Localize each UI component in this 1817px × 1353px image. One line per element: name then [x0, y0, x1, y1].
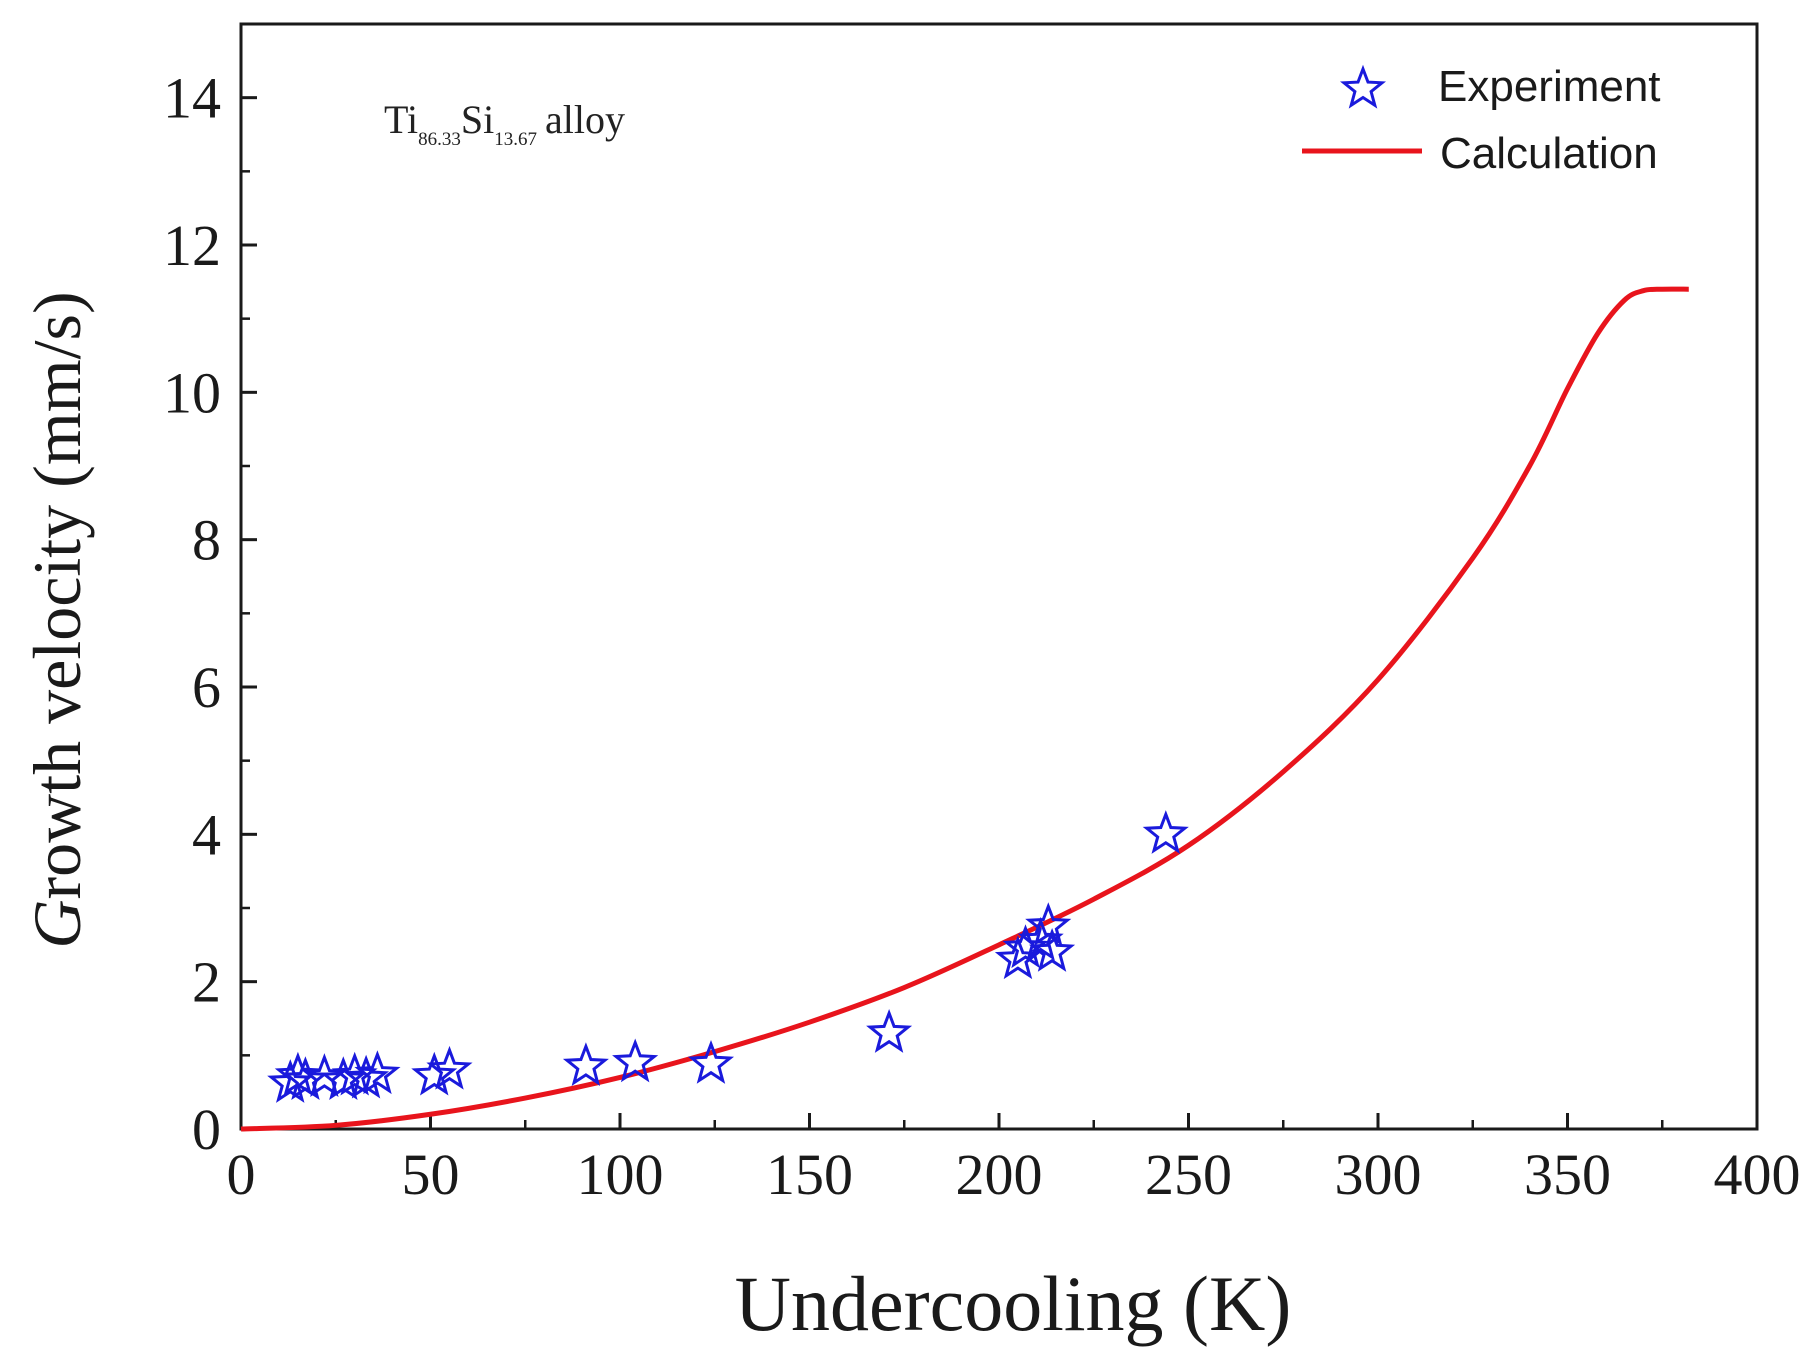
axes [239, 22, 1759, 1131]
legend-star-icon [1339, 64, 1387, 109]
x-tick-label: 400 [1714, 1142, 1801, 1207]
experiment-point [994, 935, 1042, 980]
experiment-point [1017, 916, 1064, 961]
x-tick-label: 350 [1524, 1142, 1611, 1207]
experiment-point [282, 1056, 329, 1101]
plot-frame [239, 22, 1759, 1131]
experiment-point [267, 1059, 314, 1103]
y-axis-title: Growth velocity (mm/s) [19, 291, 95, 948]
y-tick-label: 8 [192, 508, 221, 573]
y-tick-label: 2 [192, 950, 221, 1015]
legend-calculation-label: Calculation [1440, 129, 1658, 178]
legend-experiment-marker [1339, 64, 1387, 109]
experiment-point [426, 1045, 473, 1090]
experiment-point [866, 1008, 913, 1053]
x-axis-title: Undercooling (K) [735, 1260, 1292, 1347]
y-tick-label: 10 [163, 360, 221, 425]
x-tick-label: 0 [227, 1142, 256, 1207]
x-tick-label: 50 [402, 1142, 460, 1207]
y-tick-label: 12 [163, 213, 221, 278]
ticks: 0 50 100 150 200 250 300 350 400 0 2 4 6 8 10 12 14 [163, 66, 1801, 1207]
experiment-point [1142, 810, 1189, 854]
x-tick-label: 100 [577, 1142, 664, 1207]
alloy-annotation: Ti86.33Si13.67 alloy [384, 97, 625, 150]
y-tick-label: 6 [192, 655, 221, 720]
experiment-point [1025, 902, 1072, 947]
x-tick-label: 250 [1145, 1142, 1232, 1207]
experiment-series [267, 810, 1189, 1103]
x-tick-label: 300 [1335, 1142, 1422, 1207]
y-tick-label: 0 [192, 1097, 221, 1162]
experiment-point [687, 1039, 735, 1084]
x-tick-label: 200 [956, 1142, 1043, 1207]
calculation-series [240, 286, 1689, 1132]
experiment-point [411, 1051, 458, 1096]
experiment-point [612, 1038, 659, 1083]
y-tick-label: 14 [163, 66, 221, 131]
legend-experiment-label: Experiment [1438, 62, 1661, 111]
y-tick-label: 4 [192, 802, 221, 867]
calculation-line [240, 286, 1689, 1132]
experiment-point [562, 1042, 609, 1087]
x-tick-label: 150 [766, 1142, 853, 1207]
experiment-point [1028, 927, 1076, 972]
experiment-point [354, 1050, 401, 1095]
legend: Experiment Calculation [1302, 62, 1661, 178]
